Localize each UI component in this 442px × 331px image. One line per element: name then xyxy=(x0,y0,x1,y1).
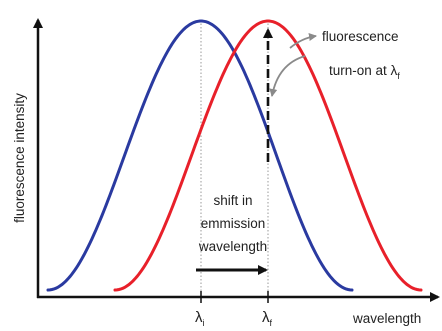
y-axis-label: fluorescence intensity xyxy=(12,93,27,223)
callout-arrow-to-line xyxy=(269,55,306,97)
final-emission-curve xyxy=(113,19,423,292)
shift-label-line1: shift in xyxy=(213,193,252,208)
turn-on-label-line2: turn-on at λf xyxy=(329,63,400,81)
initial-emission-curve xyxy=(46,19,354,292)
callout-arrow-to-label xyxy=(289,33,317,49)
lambda-f-tick-label: λf xyxy=(262,309,273,328)
lambda-i-tick-label: λi xyxy=(195,309,205,328)
x-axis-label: wavelength xyxy=(352,311,421,326)
shift-label-line2: emmission xyxy=(201,216,266,231)
shift-label-line3: wavelength xyxy=(198,239,267,254)
turn-on-label-line1: fluorescence xyxy=(322,29,399,44)
